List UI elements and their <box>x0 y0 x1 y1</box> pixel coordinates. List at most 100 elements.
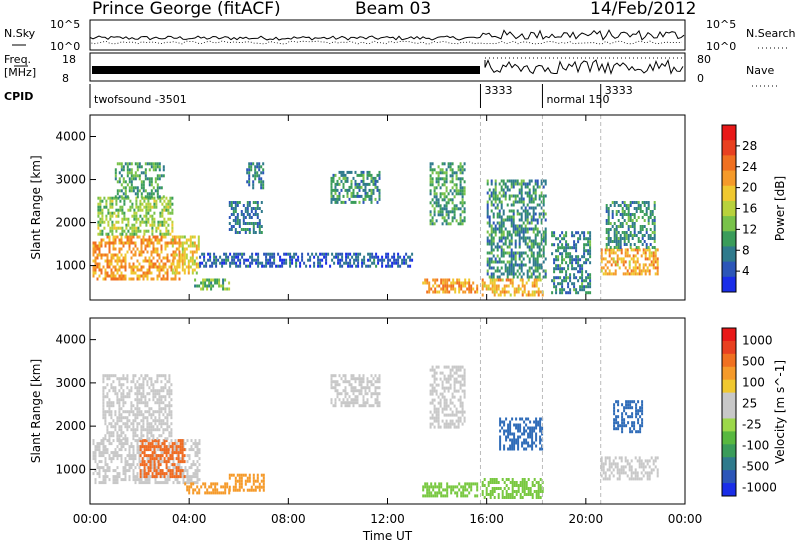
data-cell <box>494 188 497 192</box>
data-cell <box>228 281 231 285</box>
data-cell <box>207 252 210 256</box>
data-cell <box>98 253 101 257</box>
data-cell <box>370 173 373 177</box>
data-cell <box>120 174 123 178</box>
data-cell <box>483 478 486 481</box>
data-cell <box>160 277 163 281</box>
data-cell <box>528 269 531 273</box>
data-cell <box>435 416 438 420</box>
data-cell <box>189 256 192 260</box>
data-cell <box>393 261 396 265</box>
data-cell <box>301 252 304 256</box>
data-cell <box>561 243 564 247</box>
data-cell <box>116 481 119 485</box>
data-cell <box>537 290 540 294</box>
data-cell <box>166 241 169 245</box>
data-cell <box>252 186 255 190</box>
data-cell <box>233 255 236 259</box>
data-cell <box>608 251 611 255</box>
data-cell <box>232 213 235 216</box>
data-cell <box>530 266 533 270</box>
data-cell <box>248 473 251 477</box>
data-cell <box>466 281 469 285</box>
data-cell <box>138 392 141 396</box>
data-cell <box>431 422 434 426</box>
data-cell <box>271 261 274 265</box>
data-cell <box>363 261 366 265</box>
data-cell <box>124 186 127 190</box>
data-cell <box>362 188 365 192</box>
data-cell <box>565 270 568 274</box>
data-cell <box>441 162 444 166</box>
data-cell <box>447 389 450 393</box>
data-cell <box>499 417 502 421</box>
data-cell <box>617 240 620 243</box>
data-cell <box>424 482 427 486</box>
data-cell <box>500 254 503 258</box>
data-cell <box>637 237 640 240</box>
data-cell <box>332 386 335 390</box>
data-cell <box>156 410 159 414</box>
data-cell <box>476 290 479 294</box>
data-region <box>246 162 265 190</box>
data-cell <box>508 260 511 264</box>
data-cell <box>651 237 654 240</box>
data-cell <box>436 491 439 495</box>
data-cell <box>317 255 320 259</box>
data-cell <box>258 219 261 222</box>
data-cell <box>624 266 627 270</box>
data-cell <box>526 218 529 222</box>
data-cell <box>255 261 258 265</box>
data-cell <box>523 287 526 291</box>
data-cell <box>433 389 436 393</box>
data-cell <box>154 389 157 393</box>
data-cell <box>606 272 609 276</box>
data-cell <box>140 434 143 438</box>
data-cell <box>633 243 636 246</box>
data-cell <box>174 439 177 443</box>
data-cell <box>512 227 515 231</box>
data-cell <box>512 200 515 204</box>
data-cell <box>528 206 531 210</box>
data-cell <box>461 195 464 199</box>
data-cell <box>142 277 145 281</box>
data-cell <box>615 225 618 228</box>
data-cell <box>122 445 125 449</box>
data-cell <box>147 208 150 212</box>
data-cell <box>623 210 626 213</box>
data-cell <box>128 457 131 461</box>
data-cell <box>126 386 129 390</box>
data-cell <box>128 247 131 251</box>
data-cell <box>129 205 132 209</box>
data-cell <box>491 290 494 294</box>
data-cell <box>620 260 623 264</box>
data-cell <box>108 235 111 239</box>
data-cell <box>120 265 123 269</box>
data-cell <box>607 213 610 216</box>
data-cell <box>356 401 359 405</box>
data-cell <box>170 265 173 269</box>
data-cell <box>511 444 514 448</box>
data-cell <box>607 243 610 246</box>
data-cell <box>158 274 161 278</box>
data-cell <box>248 177 251 181</box>
data-cell <box>532 251 535 255</box>
data-cell <box>211 264 214 268</box>
data-cell <box>120 241 123 245</box>
data-cell <box>647 207 650 210</box>
data-cell <box>620 248 623 252</box>
data-cell <box>498 212 501 216</box>
data-cell <box>615 234 618 237</box>
data-cell <box>148 180 151 184</box>
data-cell <box>496 227 499 231</box>
data-cell <box>130 174 133 178</box>
data-cell <box>569 261 572 265</box>
data-cell <box>639 204 642 207</box>
data-cell <box>535 481 538 484</box>
data-cell <box>502 224 505 228</box>
data-cell <box>109 214 112 218</box>
data-cell <box>451 210 454 214</box>
data-cell <box>486 257 489 261</box>
data-cell <box>136 445 139 449</box>
data-cell <box>541 490 544 493</box>
